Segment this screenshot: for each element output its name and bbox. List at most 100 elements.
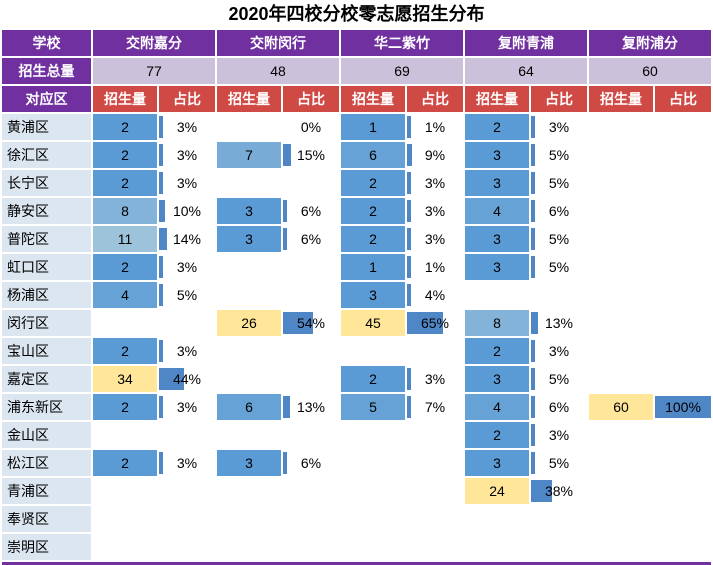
share-cell: 7% — [407, 394, 463, 420]
share-subheader: 占比 — [283, 86, 339, 112]
table-row: 松江区 2 3% 3 6% 3 5% — [2, 450, 711, 476]
share-bar — [407, 256, 411, 278]
count-cell: 2 — [341, 198, 405, 224]
share-cell: 5% — [531, 450, 587, 476]
table-row: 闵行区 26 54% 45 65% 8 13% — [2, 310, 711, 336]
count-cell — [465, 506, 529, 532]
count-cell: 5 — [341, 394, 405, 420]
share-value: 5% — [548, 231, 570, 247]
share-bar — [407, 396, 411, 418]
district-label: 松江区 — [2, 450, 91, 476]
share-bar — [407, 312, 444, 334]
count-cell — [217, 422, 281, 448]
share-bar — [531, 480, 553, 502]
count-cell: 4 — [465, 198, 529, 224]
share-bar — [531, 424, 535, 446]
count-cell: 2 — [341, 226, 405, 252]
share-bar — [159, 340, 163, 362]
share-cell: 5% — [531, 254, 587, 280]
share-bar — [159, 228, 167, 250]
share-bar — [283, 228, 287, 250]
share-value: 6% — [548, 399, 570, 415]
share-cell: 54% — [283, 310, 339, 336]
share-cell: 3% — [159, 450, 215, 476]
count-cell — [217, 338, 281, 364]
share-bar — [531, 396, 535, 418]
count-cell: 3 — [217, 226, 281, 252]
count-cell — [341, 534, 405, 560]
count-cell: 2 — [93, 170, 157, 196]
count-cell: 3 — [465, 450, 529, 476]
count-cell — [217, 478, 281, 504]
share-cell: 9% — [407, 142, 463, 168]
share-cell — [655, 338, 711, 364]
share-cell — [655, 422, 711, 448]
share-bar — [531, 340, 535, 362]
share-cell — [159, 506, 215, 532]
count-cell: 26 — [217, 310, 281, 336]
count-cell — [93, 310, 157, 336]
count-cell — [217, 534, 281, 560]
share-value: 3% — [548, 427, 570, 443]
share-value: 5% — [548, 371, 570, 387]
share-value: 5% — [548, 147, 570, 163]
share-cell: 5% — [531, 226, 587, 252]
count-cell: 2 — [93, 114, 157, 140]
share-value: 5% — [176, 287, 198, 303]
share-cell — [655, 198, 711, 224]
table-row: 浦东新区 2 3% 6 13% 5 7% 4 6% 60 100% — [2, 394, 711, 420]
count-cell — [589, 506, 653, 532]
count-cell — [217, 506, 281, 532]
count-cell: 6 — [217, 394, 281, 420]
share-cell: 6% — [531, 198, 587, 224]
district-label: 静安区 — [2, 198, 91, 224]
share-value: 13% — [544, 315, 574, 331]
table-row: 长宁区 2 3% 2 3% 3 5% — [2, 170, 711, 196]
share-cell: 3% — [531, 422, 587, 448]
share-cell — [159, 422, 215, 448]
district-label: 长宁区 — [2, 170, 91, 196]
share-value: 13% — [296, 399, 326, 415]
share-bar — [283, 396, 291, 418]
district-label: 闵行区 — [2, 310, 91, 336]
count-cell — [341, 338, 405, 364]
share-cell — [283, 338, 339, 364]
share-bar — [531, 200, 535, 222]
share-cell: 6% — [283, 226, 339, 252]
share-cell — [159, 534, 215, 560]
table-row: 黄浦区 2 3% 0% 1 1% 2 3% — [2, 114, 711, 140]
school-name: 交附闵行 — [217, 30, 339, 56]
school-total: 64 — [465, 58, 587, 84]
share-value: 5% — [548, 259, 570, 275]
school-name: 华二紫竹 — [341, 30, 463, 56]
admissions-table: 学校 交附嘉分 交附闵行 华二紫竹 复附青浦 复附浦分 招生总量 77 48 6… — [0, 28, 713, 562]
count-cell — [589, 282, 653, 308]
share-value: 100% — [665, 399, 701, 415]
share-cell — [407, 534, 463, 560]
count-cell: 6 — [341, 142, 405, 168]
share-cell — [655, 478, 711, 504]
share-value: 3% — [176, 259, 198, 275]
share-value: 3% — [176, 343, 198, 359]
count-cell: 3 — [217, 198, 281, 224]
district-label: 杨浦区 — [2, 282, 91, 308]
share-cell — [407, 338, 463, 364]
share-cell — [655, 310, 711, 336]
school-name: 交附嘉分 — [93, 30, 215, 56]
share-value: 6% — [548, 203, 570, 219]
count-cell: 2 — [341, 366, 405, 392]
share-value: 3% — [548, 119, 570, 135]
share-value: 6% — [300, 231, 322, 247]
school-total: 48 — [217, 58, 339, 84]
school-total: 69 — [341, 58, 463, 84]
count-cell: 4 — [465, 394, 529, 420]
share-cell: 3% — [159, 338, 215, 364]
district-label: 青浦区 — [2, 478, 91, 504]
share-cell: 0% — [283, 114, 339, 140]
totals-label: 招生总量 — [2, 58, 91, 84]
count-cell — [93, 506, 157, 532]
share-cell — [283, 506, 339, 532]
share-cell — [655, 114, 711, 140]
share-value: 3% — [176, 399, 198, 415]
share-cell: 15% — [283, 142, 339, 168]
